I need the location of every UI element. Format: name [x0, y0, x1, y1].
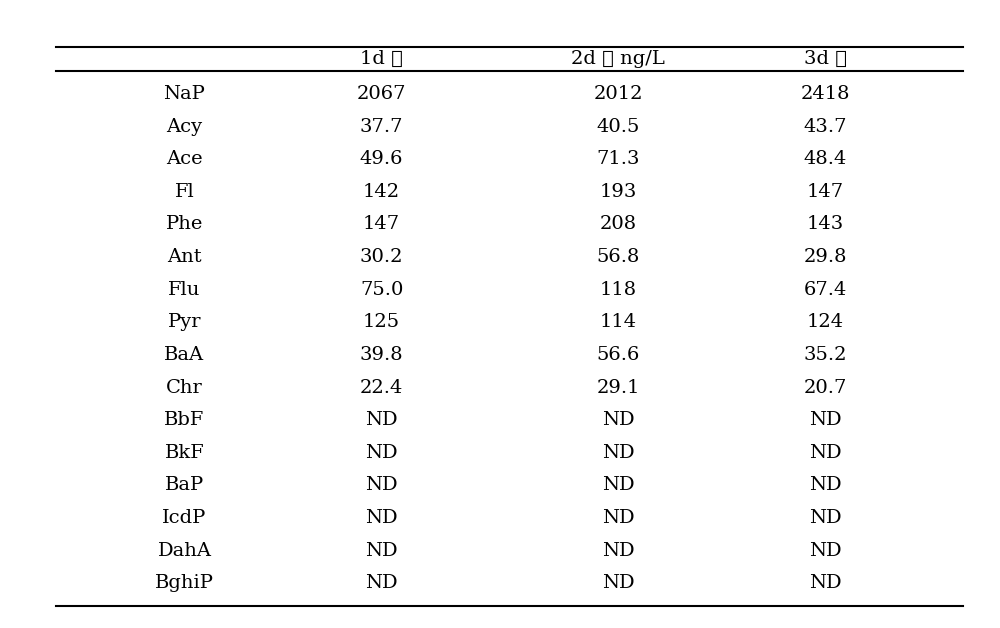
Text: 193: 193: [600, 183, 637, 201]
Text: 2067: 2067: [357, 85, 406, 103]
Text: ND: ND: [602, 477, 635, 494]
Text: 2012: 2012: [594, 85, 643, 103]
Text: 67.4: 67.4: [804, 281, 847, 299]
Text: 20.7: 20.7: [804, 379, 847, 396]
Text: 39.8: 39.8: [360, 346, 403, 364]
Text: Flu: Flu: [168, 281, 201, 299]
Text: IcdP: IcdP: [162, 509, 207, 527]
Text: Ace: Ace: [166, 150, 203, 168]
Text: Acy: Acy: [166, 117, 203, 136]
Text: 75.0: 75.0: [360, 281, 403, 299]
Text: 114: 114: [600, 313, 637, 331]
Text: ND: ND: [809, 444, 842, 462]
Text: 56.8: 56.8: [597, 248, 640, 266]
Text: 208: 208: [600, 215, 637, 234]
Text: 43.7: 43.7: [804, 117, 847, 136]
Text: DahA: DahA: [157, 541, 211, 560]
Text: 118: 118: [600, 281, 637, 299]
Text: ND: ND: [602, 541, 635, 560]
Text: ND: ND: [365, 477, 398, 494]
Text: NaP: NaP: [164, 85, 205, 103]
Text: Chr: Chr: [166, 379, 203, 396]
Text: BaA: BaA: [164, 346, 205, 364]
Text: 3d 组: 3d 组: [804, 50, 847, 68]
Text: 29.1: 29.1: [597, 379, 640, 396]
Text: ND: ND: [602, 444, 635, 462]
Text: ND: ND: [809, 411, 842, 429]
Text: 40.5: 40.5: [597, 117, 640, 136]
Text: 22.4: 22.4: [360, 379, 403, 396]
Text: Phe: Phe: [166, 215, 203, 234]
Text: 48.4: 48.4: [804, 150, 847, 168]
Text: ND: ND: [809, 574, 842, 592]
Text: 29.8: 29.8: [804, 248, 847, 266]
Text: 142: 142: [363, 183, 400, 201]
Text: ND: ND: [365, 574, 398, 592]
Text: 143: 143: [807, 215, 844, 234]
Text: 2418: 2418: [801, 85, 850, 103]
Text: BaP: BaP: [165, 477, 204, 494]
Text: 125: 125: [363, 313, 400, 331]
Text: 71.3: 71.3: [597, 150, 640, 168]
Text: 147: 147: [807, 183, 844, 201]
Text: 30.2: 30.2: [360, 248, 403, 266]
Text: BghiP: BghiP: [155, 574, 214, 592]
Text: 1d 组: 1d 组: [360, 50, 403, 68]
Text: ND: ND: [365, 444, 398, 462]
Text: 35.2: 35.2: [804, 346, 847, 364]
Text: 37.7: 37.7: [360, 117, 403, 136]
Text: Fl: Fl: [175, 183, 194, 201]
Text: 124: 124: [807, 313, 844, 331]
Text: ND: ND: [602, 411, 635, 429]
Text: 56.6: 56.6: [597, 346, 640, 364]
Text: ND: ND: [365, 509, 398, 527]
Text: ND: ND: [602, 509, 635, 527]
Text: Ant: Ant: [167, 248, 202, 266]
Text: ND: ND: [602, 574, 635, 592]
Text: 147: 147: [363, 215, 400, 234]
Text: ND: ND: [365, 541, 398, 560]
Text: Pyr: Pyr: [168, 313, 201, 331]
Text: 2d 组 ng/L: 2d 组 ng/L: [571, 50, 665, 68]
Text: ND: ND: [809, 509, 842, 527]
Text: ND: ND: [809, 477, 842, 494]
Text: BbF: BbF: [164, 411, 205, 429]
Text: ND: ND: [365, 411, 398, 429]
Text: ND: ND: [809, 541, 842, 560]
Text: 49.6: 49.6: [360, 150, 403, 168]
Text: BkF: BkF: [165, 444, 204, 462]
